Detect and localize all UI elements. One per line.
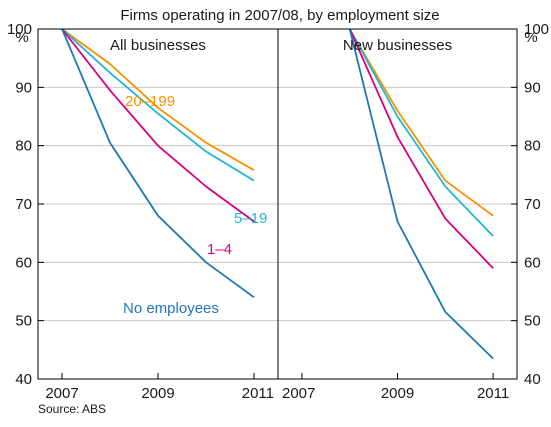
grid — [38, 86, 517, 322]
x-tick-label: 2007 — [45, 385, 78, 402]
series-line — [61, 28, 255, 299]
y-tick-label: 40 — [524, 371, 541, 388]
y-unit-label: % — [524, 29, 537, 46]
x-tick-label: 2009 — [141, 385, 174, 402]
x-tick-label: 2007 — [282, 385, 315, 402]
y-tick-label: 90 — [15, 79, 32, 96]
y-tick-label: 80 — [524, 138, 541, 155]
source-note: Source: ABS — [38, 402, 106, 416]
y-tick-label: 60 — [15, 254, 32, 271]
series-label: 1–4 — [207, 241, 232, 258]
y-tick-label: 40 — [15, 371, 32, 388]
chart-title: Firms operating in 2007/08, by employmen… — [120, 7, 439, 24]
series-label: No employees — [123, 300, 219, 317]
series-line — [61, 28, 255, 223]
series-line — [348, 28, 494, 360]
series-lines — [61, 28, 494, 360]
series-line — [348, 28, 494, 217]
y-tick-label: 50 — [15, 313, 32, 330]
x-tick-label: 2009 — [381, 385, 414, 402]
series-line — [61, 28, 255, 182]
series-line — [348, 28, 494, 269]
panel-title: New businesses — [343, 37, 452, 54]
y-unit-label: % — [15, 29, 28, 46]
x-tick-label: 2011 — [477, 385, 509, 402]
series-line — [348, 28, 494, 237]
panel-title: All businesses — [110, 37, 206, 54]
series-label: 5–19 — [234, 210, 267, 227]
plot-frame — [37, 28, 518, 380]
series-line — [61, 28, 255, 171]
series-label: 20–199 — [125, 93, 175, 110]
y-tick-label: 100 — [524, 21, 549, 38]
chart-labels: All businesses 2007 2009 2011 20–199 5–191–4 N… — [7, 21, 549, 402]
y-tick-label: 60 — [524, 254, 541, 271]
y-tick-label: 70 — [15, 196, 32, 213]
y-tick-label: 90 — [524, 79, 541, 96]
y-tick-label: 80 — [15, 138, 32, 155]
y-tick-label: 70 — [524, 196, 541, 213]
y-tick-label: 50 — [524, 313, 541, 330]
x-tick-label: 2011 — [242, 385, 274, 402]
y-tick-label: 100 — [7, 21, 32, 38]
